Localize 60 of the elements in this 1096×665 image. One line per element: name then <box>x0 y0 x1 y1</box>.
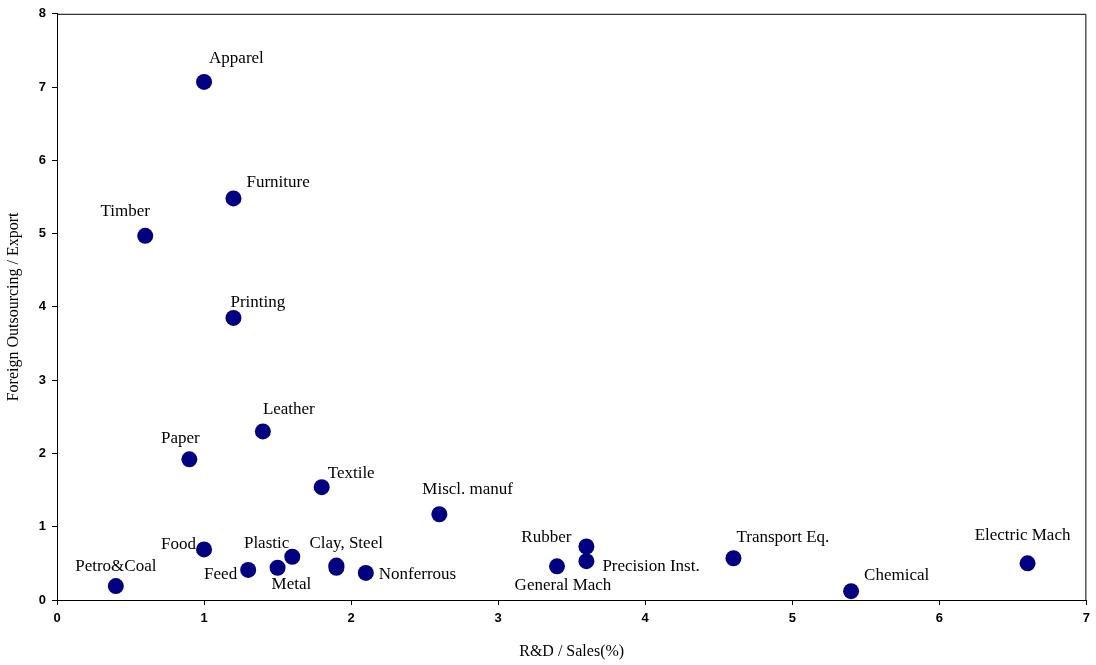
annotation: Timber <box>100 201 151 221</box>
x-tick-label: 3 <box>494 610 502 626</box>
point <box>181 451 198 468</box>
point <box>225 190 242 207</box>
annotation: Paper <box>160 427 201 447</box>
point <box>196 73 213 90</box>
point <box>725 550 742 567</box>
y-tick-label: 4 <box>38 298 47 314</box>
x-tick-label: 1 <box>200 610 208 626</box>
annotation: General Mach <box>514 574 612 594</box>
annotation: Electric Mach <box>974 524 1071 544</box>
x-tick-label: 0 <box>53 610 61 626</box>
annotation: Nonferrous <box>378 564 457 584</box>
x-tick-label: 2 <box>347 610 355 626</box>
point <box>578 538 595 555</box>
annotation: Feed <box>204 564 238 584</box>
y-axis-title: Foreign Outsourcing / Export <box>3 211 22 402</box>
point <box>1019 555 1036 572</box>
y-tick-label: 1 <box>38 518 46 534</box>
x-tick-label: 5 <box>788 610 796 626</box>
annotation: Metal <box>271 574 312 594</box>
annotation: Precision Inst. <box>602 555 700 575</box>
point <box>225 309 242 326</box>
x-tick-label: 6 <box>935 610 943 626</box>
point <box>357 564 374 581</box>
x-tick-label: 7 <box>1082 610 1090 626</box>
annotation: Plastic <box>243 533 290 553</box>
annotation: Chemical <box>864 564 930 584</box>
point <box>107 578 124 595</box>
point <box>240 561 257 578</box>
annotation: Transport Eq. <box>736 526 830 546</box>
point <box>578 553 595 570</box>
point <box>843 583 860 600</box>
annotation: Leather <box>262 398 316 418</box>
point <box>431 506 448 523</box>
x-tick-label: 4 <box>641 610 650 626</box>
point <box>284 548 301 565</box>
point <box>313 479 330 496</box>
annotation: Furniture <box>246 171 310 191</box>
y-tick-label: 2 <box>38 445 46 461</box>
point <box>548 558 565 575</box>
y-tick-label: 0 <box>38 591 46 607</box>
point <box>137 227 154 244</box>
point <box>269 559 286 576</box>
x-axis-title: R&D / Sales(%) <box>519 641 625 660</box>
y-tick-label: 8 <box>38 5 46 21</box>
annotation: Miscl. manuf <box>422 478 514 498</box>
y-tick-label: 3 <box>38 371 46 387</box>
y-tick-label: 6 <box>38 151 46 167</box>
y-tick-label: 5 <box>38 225 46 241</box>
annotation: Petro&Coal <box>75 555 157 575</box>
annotation: Food <box>161 533 197 553</box>
annotation: Rubber <box>521 526 572 546</box>
annotation: Textile <box>327 462 375 482</box>
annotation: Clay, Steel <box>309 533 384 553</box>
y-tick-label: 7 <box>38 78 46 94</box>
annotation: Printing <box>230 292 286 312</box>
annotation: Apparel <box>209 48 265 68</box>
point <box>196 541 213 558</box>
point <box>254 423 271 440</box>
